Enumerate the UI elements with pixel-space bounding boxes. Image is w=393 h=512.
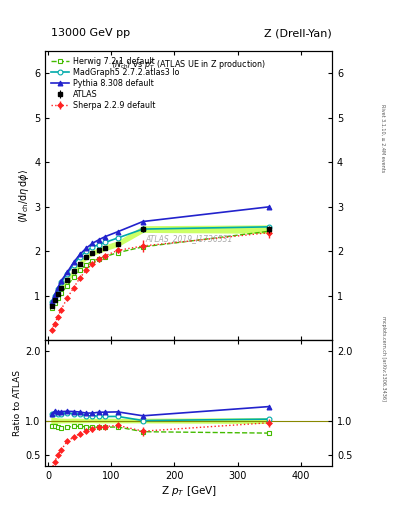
Pythia 8.308 default bbox=[96, 237, 101, 243]
Pythia 8.308 default bbox=[90, 240, 95, 246]
Pythia 8.308 default bbox=[65, 269, 70, 275]
MadGraph5 2.7.2.atlas3 lo bbox=[116, 235, 120, 241]
Text: Rivet 3.1.10, ≥ 2.4M events: Rivet 3.1.10, ≥ 2.4M events bbox=[381, 104, 386, 173]
Pythia 8.308 default bbox=[59, 278, 63, 284]
MadGraph5 2.7.2.atlas3 lo bbox=[103, 239, 107, 245]
Herwig 7.2.1 default bbox=[116, 249, 120, 255]
Pythia 8.308 default bbox=[49, 300, 54, 306]
Y-axis label: Ratio to ATLAS: Ratio to ATLAS bbox=[13, 370, 22, 436]
Herwig 7.2.1 default bbox=[65, 283, 70, 289]
Text: 13000 GeV pp: 13000 GeV pp bbox=[51, 28, 130, 38]
Line: Pythia 8.308 default: Pythia 8.308 default bbox=[49, 204, 272, 305]
Pythia 8.308 default bbox=[103, 233, 107, 240]
Pythia 8.308 default bbox=[77, 251, 82, 258]
MadGraph5 2.7.2.atlas3 lo bbox=[141, 226, 145, 232]
Herwig 7.2.1 default bbox=[49, 305, 54, 311]
Pythia 8.308 default bbox=[141, 219, 145, 225]
MadGraph5 2.7.2.atlas3 lo bbox=[65, 270, 70, 276]
MadGraph5 2.7.2.atlas3 lo bbox=[90, 244, 95, 250]
Pythia 8.308 default bbox=[71, 260, 76, 266]
Herwig 7.2.1 default bbox=[96, 256, 101, 262]
MadGraph5 2.7.2.atlas3 lo bbox=[52, 293, 57, 299]
Text: Z (Drell-Yan): Z (Drell-Yan) bbox=[264, 28, 332, 38]
MadGraph5 2.7.2.atlas3 lo bbox=[55, 286, 60, 292]
Pythia 8.308 default bbox=[55, 285, 60, 291]
Herwig 7.2.1 default bbox=[90, 258, 95, 264]
Herwig 7.2.1 default bbox=[84, 262, 88, 268]
MadGraph5 2.7.2.atlas3 lo bbox=[96, 242, 101, 248]
MadGraph5 2.7.2.atlas3 lo bbox=[49, 300, 54, 306]
X-axis label: Z $p_T$ [GeV]: Z $p_T$ [GeV] bbox=[161, 483, 217, 498]
MadGraph5 2.7.2.atlas3 lo bbox=[77, 253, 82, 260]
Herwig 7.2.1 default bbox=[103, 253, 107, 260]
Pythia 8.308 default bbox=[116, 229, 120, 235]
Line: MadGraph5 2.7.2.atlas3 lo: MadGraph5 2.7.2.atlas3 lo bbox=[49, 224, 272, 305]
Legend: Herwig 7.2.1 default, MadGraph5 2.7.2.atlas3 lo, Pythia 8.308 default, ATLAS, Sh: Herwig 7.2.1 default, MadGraph5 2.7.2.at… bbox=[49, 55, 181, 112]
Text: mcplots.cern.ch [arXiv:1306.3436]: mcplots.cern.ch [arXiv:1306.3436] bbox=[381, 316, 386, 401]
Herwig 7.2.1 default bbox=[141, 244, 145, 250]
Pythia 8.308 default bbox=[52, 292, 57, 298]
Herwig 7.2.1 default bbox=[77, 267, 82, 273]
Pythia 8.308 default bbox=[267, 204, 272, 210]
Herwig 7.2.1 default bbox=[55, 295, 60, 301]
Text: $\langle N_\mathrm{ch}\rangle$ vs $p_T^Z$ (ATLAS UE in Z production): $\langle N_\mathrm{ch}\rangle$ vs $p_T^Z… bbox=[111, 57, 266, 72]
Pythia 8.308 default bbox=[84, 245, 88, 251]
MadGraph5 2.7.2.atlas3 lo bbox=[84, 248, 88, 254]
Herwig 7.2.1 default bbox=[59, 290, 63, 296]
Herwig 7.2.1 default bbox=[71, 274, 76, 280]
Line: Herwig 7.2.1 default: Herwig 7.2.1 default bbox=[49, 229, 272, 311]
Text: ATLAS_2019_I1736531: ATLAS_2019_I1736531 bbox=[145, 234, 232, 244]
MadGraph5 2.7.2.atlas3 lo bbox=[59, 280, 63, 286]
Y-axis label: $\langle N_\mathrm{ch}/\mathrm{d}\eta\,\mathrm{d}\phi\rangle$: $\langle N_\mathrm{ch}/\mathrm{d}\eta\,\… bbox=[17, 168, 31, 223]
MadGraph5 2.7.2.atlas3 lo bbox=[267, 224, 272, 230]
Herwig 7.2.1 default bbox=[52, 300, 57, 306]
Herwig 7.2.1 default bbox=[267, 228, 272, 234]
MadGraph5 2.7.2.atlas3 lo bbox=[71, 262, 76, 268]
